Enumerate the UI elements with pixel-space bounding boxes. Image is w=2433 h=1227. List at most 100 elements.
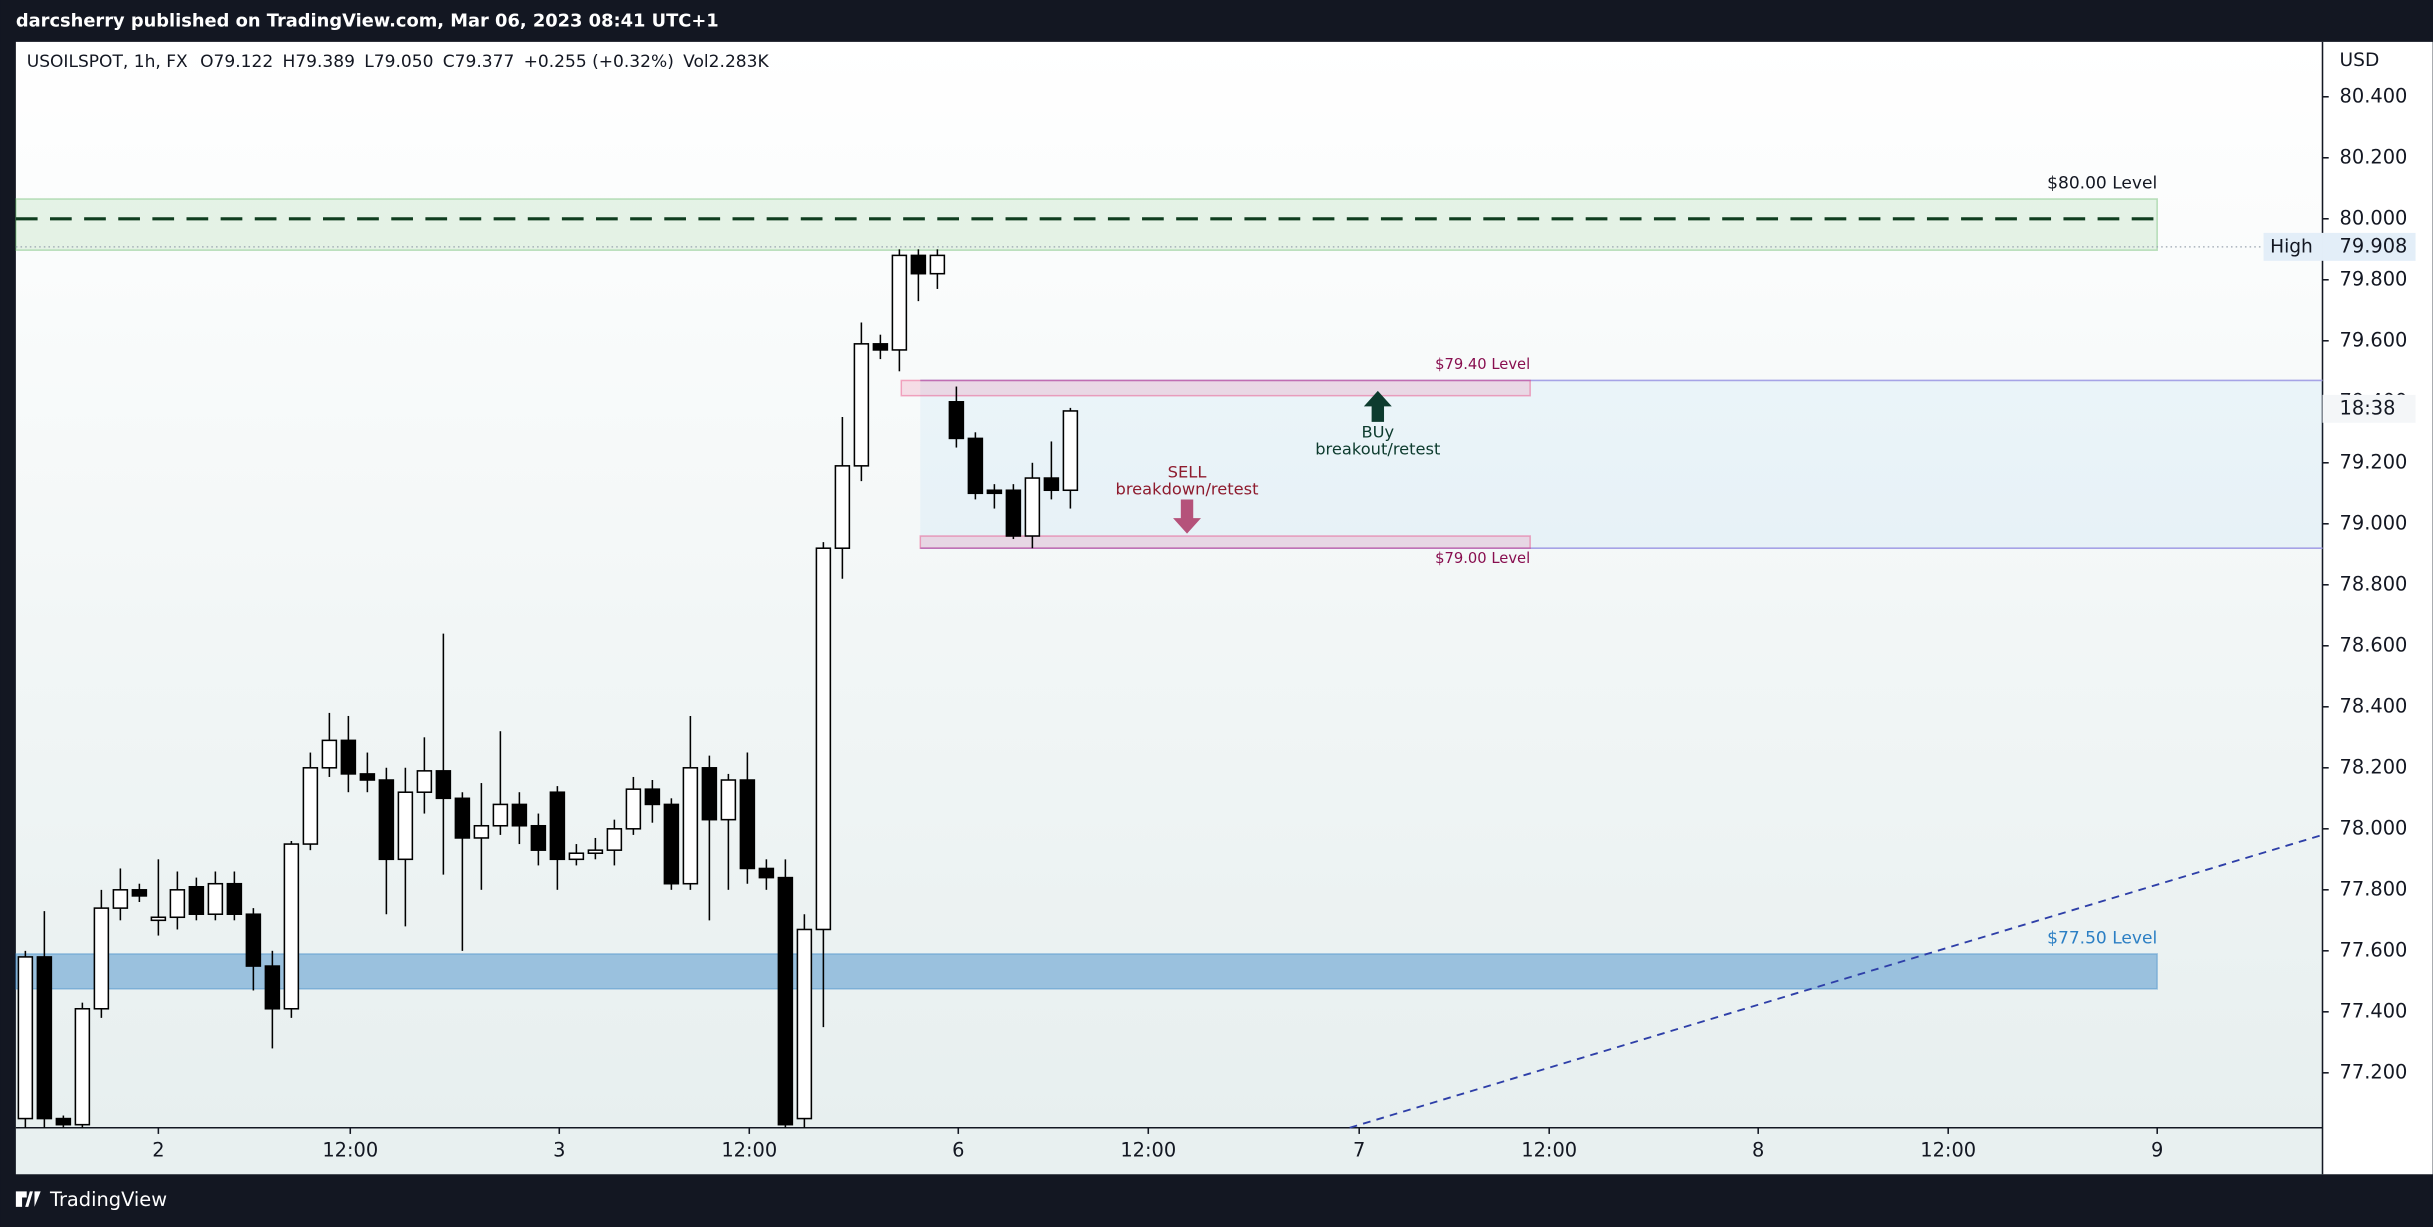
- zone-label: $79.40 Level: [1435, 356, 1530, 373]
- candle-body: [796, 928, 813, 1120]
- note-text: breakout/retest: [1315, 439, 1440, 458]
- arrow: [1363, 390, 1392, 422]
- note-text: BUy: [1361, 422, 1394, 441]
- note-text: breakdown/retest: [1116, 480, 1259, 499]
- level-zone: [15, 198, 2158, 251]
- y-tick-label: 78.600: [2340, 633, 2408, 656]
- time-axis: [15, 1127, 2323, 1175]
- legend-value: +0.255 (+0.32%): [524, 52, 674, 72]
- candle-body: [549, 791, 566, 861]
- y-tick-label: 77.600: [2340, 938, 2408, 961]
- candle-body: [986, 489, 1003, 495]
- candle-body: [416, 770, 433, 793]
- candle-body: [834, 465, 851, 549]
- candle-body: [682, 767, 699, 885]
- candle-body: [1024, 477, 1041, 537]
- candle-body: [359, 773, 376, 781]
- price-tag-label: 18:38: [2340, 396, 2396, 419]
- x-tick-label: 12:00: [1120, 1138, 1176, 1161]
- y-tick-label: 79.600: [2340, 328, 2408, 351]
- candle-body: [853, 343, 870, 467]
- plot-area: [15, 41, 2323, 1128]
- legend-value: Vol2.283K: [683, 52, 769, 72]
- candle-body: [910, 254, 927, 275]
- x-tick-label: 3: [553, 1138, 565, 1161]
- x-tick-label: 9: [2151, 1138, 2163, 1161]
- y-tick-label: 80.200: [2340, 145, 2408, 168]
- candle-body: [435, 770, 452, 800]
- zone-label: $77.50 Level: [2047, 928, 2157, 948]
- candle-body: [17, 956, 34, 1120]
- candle-body: [245, 913, 262, 967]
- high-name: High: [2270, 236, 2313, 257]
- candle-body: [511, 803, 528, 827]
- candle-body: [625, 788, 642, 830]
- x-tick-label: 12:00: [721, 1138, 777, 1161]
- candle-body: [663, 803, 680, 885]
- footer-brand: TradingView: [49, 1188, 167, 1211]
- y-tick-label: 77.200: [2340, 1060, 2408, 1083]
- legend-value: H79.389: [283, 52, 355, 72]
- x-tick-label: 12:00: [1521, 1138, 1577, 1161]
- candle-body: [815, 547, 832, 931]
- note-text: SELL: [1168, 463, 1207, 482]
- x-tick-label: 8: [1752, 1138, 1764, 1161]
- legend-value: C79.377: [443, 52, 515, 72]
- candle-body: [473, 824, 490, 839]
- y-tick-label: 77.800: [2340, 877, 2408, 900]
- price-tag-label: 79.908: [2340, 234, 2408, 257]
- candle-body: [530, 824, 547, 851]
- candle-body: [131, 889, 148, 897]
- candle-body: [226, 882, 243, 915]
- y-tick-label: 79.800: [2340, 267, 2408, 290]
- x-tick-label: 12:00: [1920, 1138, 1976, 1161]
- candle-body: [929, 254, 946, 275]
- candle-body: [340, 739, 357, 775]
- level-zone: [919, 535, 1531, 549]
- candle-body: [397, 791, 414, 861]
- candle-body: [1062, 410, 1079, 492]
- candle-body: [758, 867, 775, 879]
- level-zone: [900, 379, 1531, 397]
- y-tick-label: 77.400: [2340, 999, 2408, 1022]
- legend-symbol: USOILSPOT, 1h, FX: [27, 52, 188, 72]
- candle-body: [169, 889, 186, 919]
- candle-body: [587, 849, 604, 854]
- zone-label: $80.00 Level: [2047, 173, 2157, 193]
- high-tag: [2263, 232, 2323, 261]
- currency: USD: [2340, 50, 2380, 71]
- candle-body: [701, 767, 718, 821]
- level-zone: [15, 953, 2158, 990]
- arrow: [1173, 499, 1201, 534]
- candle-body: [1005, 489, 1022, 537]
- candle-body: [777, 876, 794, 1126]
- y-tick-label: 78.800: [2340, 572, 2408, 595]
- x-tick-label: 6: [952, 1138, 964, 1161]
- candle-body: [74, 1007, 91, 1126]
- candle-body: [378, 779, 395, 861]
- y-tick-label: 80.400: [2340, 84, 2408, 107]
- candle-body: [321, 739, 338, 769]
- candle-body: [948, 401, 965, 440]
- legend-value: O79.122: [200, 52, 273, 72]
- candle-body: [36, 956, 53, 1120]
- candle-body: [872, 343, 889, 351]
- candle-body: [1043, 477, 1060, 492]
- candle-body: [492, 803, 509, 827]
- candle-body: [112, 889, 129, 909]
- candle-body: [264, 965, 281, 1010]
- countdown-tag: [2322, 394, 2416, 423]
- candle-body: [283, 843, 300, 1010]
- candle-body: [150, 916, 167, 922]
- x-tick-label: 12:00: [322, 1138, 378, 1161]
- price-tag: [2322, 232, 2416, 261]
- candle-body: [720, 779, 737, 821]
- candle-body: [568, 852, 585, 861]
- legend-value: L79.050: [364, 52, 433, 72]
- x-tick-label: 2: [152, 1138, 164, 1161]
- y-tick-label: 78.200: [2340, 755, 2408, 778]
- candle-body: [93, 907, 110, 1010]
- zone-label: $79.00 Level: [1435, 550, 1530, 567]
- y-tick-label: 79.200: [2340, 450, 2408, 473]
